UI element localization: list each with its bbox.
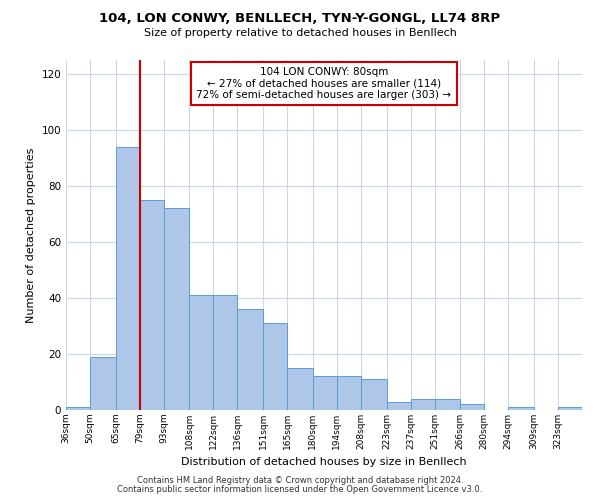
Text: Contains public sector information licensed under the Open Government Licence v3: Contains public sector information licen… — [118, 485, 482, 494]
Text: 104, LON CONWY, BENLLECH, TYN-Y-GONGL, LL74 8RP: 104, LON CONWY, BENLLECH, TYN-Y-GONGL, L… — [100, 12, 500, 26]
Bar — [263, 323, 287, 410]
Bar — [386, 402, 410, 410]
Bar — [287, 368, 313, 410]
Y-axis label: Number of detached properties: Number of detached properties — [26, 148, 36, 322]
Bar — [116, 147, 140, 410]
Bar — [313, 376, 337, 410]
Text: 104 LON CONWY: 80sqm
← 27% of detached houses are smaller (114)
72% of semi-deta: 104 LON CONWY: 80sqm ← 27% of detached h… — [197, 67, 452, 100]
Bar — [238, 309, 263, 410]
Bar — [140, 200, 164, 410]
Bar — [337, 376, 361, 410]
Bar — [460, 404, 484, 410]
Bar — [164, 208, 190, 410]
Bar — [214, 295, 238, 410]
Bar — [90, 357, 116, 410]
Bar — [190, 295, 214, 410]
Bar — [361, 379, 386, 410]
Text: Size of property relative to detached houses in Benllech: Size of property relative to detached ho… — [143, 28, 457, 38]
X-axis label: Distribution of detached houses by size in Benllech: Distribution of detached houses by size … — [181, 458, 467, 468]
Bar — [410, 399, 434, 410]
Bar — [434, 399, 460, 410]
Bar — [558, 407, 582, 410]
Bar — [66, 407, 90, 410]
Bar — [508, 407, 534, 410]
Text: Contains HM Land Registry data © Crown copyright and database right 2024.: Contains HM Land Registry data © Crown c… — [137, 476, 463, 485]
